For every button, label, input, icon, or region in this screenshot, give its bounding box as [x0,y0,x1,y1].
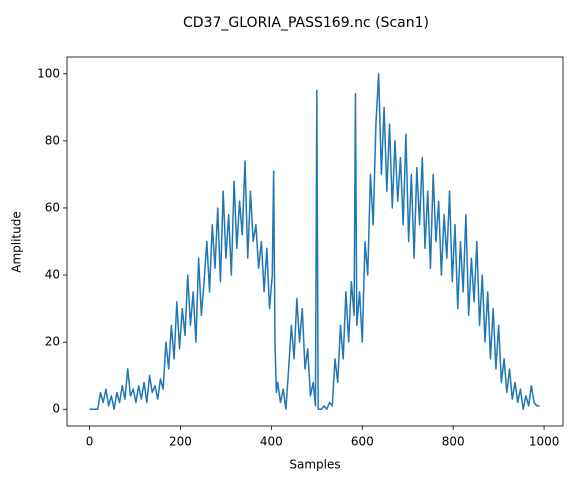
chart-title: CD37_GLORIA_PASS169.nc (Scan1) [183,15,429,31]
x-tick-label: 1000 [529,435,560,449]
y-tick-label: 0 [52,402,60,416]
plot-frame [66,56,564,427]
y-tick-label: 60 [45,200,60,214]
y-axis-label: Amplitude [10,211,24,273]
x-tick-label: 0 [86,435,94,449]
x-tick-label: 400 [260,435,283,449]
y-tick-label: 20 [45,335,60,349]
x-axis-label: Samples [289,458,340,472]
x-tick-label: 200 [169,435,192,449]
x-tick-label: 800 [442,435,465,449]
y-tick-label: 100 [37,66,60,80]
x-tick-label: 600 [351,435,374,449]
data-line [89,73,540,410]
y-tick-label: 80 [45,133,60,147]
y-tick-label: 40 [45,268,60,282]
